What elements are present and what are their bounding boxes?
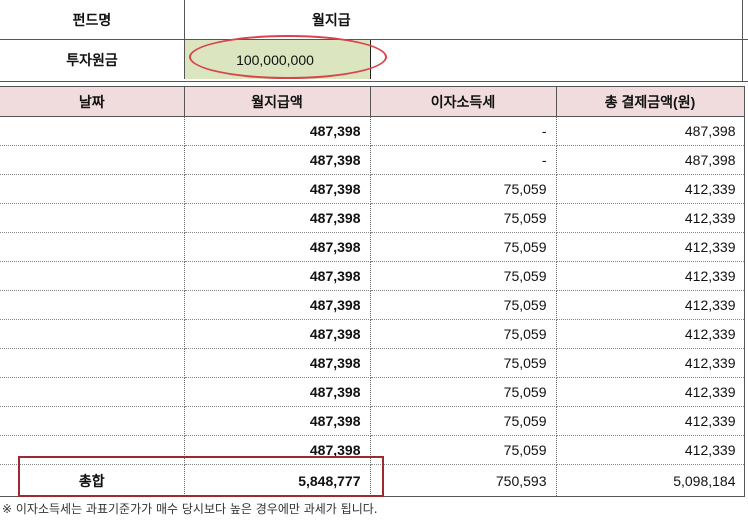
table-header-row: 날짜 월지급액 이자소득세 총 결제금액(원) — [0, 86, 745, 117]
table-row: 487,398 75,059 412,339 — [0, 174, 745, 204]
cell-monthly[interactable]: 487,398 — [184, 174, 371, 204]
totals-total[interactable]: 5,098,184 — [556, 464, 745, 497]
cell-tax[interactable]: 75,059 — [370, 319, 557, 349]
cell-monthly[interactable]: 487,398 — [184, 348, 371, 378]
table-row: 487,398 75,059 412,339 — [0, 348, 745, 378]
table-row: 487,398-487,398 — [0, 116, 745, 146]
cell-date[interactable] — [0, 319, 185, 349]
cell-monthly[interactable]: 487,398 — [184, 319, 371, 349]
cell-total[interactable]: 412,339 — [556, 406, 745, 436]
totals-highlight-box — [18, 456, 384, 497]
fund-name-value[interactable]: 월지급 — [312, 11, 351, 28]
cell-tax[interactable]: 75,059 — [370, 290, 557, 320]
totals-tax[interactable]: 750,593 — [370, 464, 557, 497]
cell-tax[interactable]: - — [370, 116, 557, 146]
cell-total[interactable]: 412,339 — [556, 261, 745, 291]
cell-date[interactable] — [0, 261, 185, 291]
cell-monthly[interactable]: 487,398 — [184, 203, 371, 233]
cell-monthly[interactable]: 487,398 — [184, 145, 371, 175]
cell-date[interactable] — [0, 174, 185, 204]
summary-block: 펀드명 월지급 투자원금 — [0, 0, 748, 82]
summary-right-border — [742, 0, 743, 81]
table-row: 487,398 75,059 412,339 — [0, 203, 745, 233]
cell-date[interactable] — [0, 203, 185, 233]
header-tax: 이자소득세 — [370, 86, 557, 117]
table-row: 487,398 75,059 412,339 — [0, 290, 745, 320]
cell-date[interactable] — [0, 348, 185, 378]
cell-tax[interactable]: 75,059 — [370, 435, 557, 465]
cell-total[interactable]: 412,339 — [556, 232, 745, 262]
investment-label: 투자원금 — [0, 40, 185, 79]
cell-tax[interactable]: 75,059 — [370, 203, 557, 233]
cell-monthly[interactable]: 487,398 — [184, 377, 371, 407]
footnote: ※ 이자소득세는 과표기준가가 매수 당시보다 높은 경우에만 과세가 됩니다. — [2, 502, 378, 516]
table-row: 487,398 75,059 412,339 — [0, 435, 745, 465]
cell-monthly[interactable]: 487,398 — [184, 435, 371, 465]
cell-tax[interactable]: 75,059 — [370, 348, 557, 378]
cell-monthly[interactable]: 487,398 — [184, 232, 371, 262]
cell-tax[interactable]: 75,059 — [370, 406, 557, 436]
cell-monthly[interactable]: 487,398 — [184, 116, 371, 146]
header-date: 날짜 — [0, 86, 185, 117]
table-row: 487,398 75,059 412,339 — [0, 261, 745, 291]
cell-date[interactable] — [0, 290, 185, 320]
cell-monthly[interactable]: 487,398 — [184, 406, 371, 436]
cell-tax[interactable]: 75,059 — [370, 232, 557, 262]
cell-tax[interactable]: 75,059 — [370, 377, 557, 407]
cell-date[interactable] — [0, 377, 185, 407]
cell-monthly[interactable]: 487,398 — [184, 261, 371, 291]
cell-date[interactable] — [0, 116, 185, 146]
cell-total[interactable]: 412,339 — [556, 203, 745, 233]
header-total: 총 결제금액(원) — [556, 86, 745, 117]
fund-name-label: 펀드명 — [0, 0, 185, 39]
payment-table: 날짜 월지급액 이자소득세 총 결제금액(원) 487,398-487,398 4… — [0, 86, 745, 497]
cell-tax[interactable]: - — [370, 145, 557, 175]
table-row: 487,398 75,059 412,339 — [0, 319, 745, 349]
investment-highlight-oval — [189, 35, 387, 79]
cell-total[interactable]: 412,339 — [556, 348, 745, 378]
table-row: 487,398 75,059 412,339 — [0, 377, 745, 407]
cell-date[interactable] — [0, 232, 185, 262]
cell-total[interactable]: 487,398 — [556, 116, 745, 146]
totals-label: 총합 — [0, 464, 185, 497]
cell-tax[interactable]: 75,059 — [370, 261, 557, 291]
table-row: 487,398 75,059 412,339 — [0, 406, 745, 436]
table-row: 487,398 75,059 412,339 — [0, 232, 745, 262]
cell-date[interactable] — [0, 145, 185, 175]
cell-total[interactable]: 412,339 — [556, 174, 745, 204]
cell-date[interactable] — [0, 406, 185, 436]
cell-tax[interactable]: 75,059 — [370, 174, 557, 204]
totals-row: 총합 5,848,777 750,593 5,098,184 — [0, 464, 745, 497]
cell-date[interactable] — [0, 435, 185, 465]
cell-monthly[interactable]: 487,398 — [184, 290, 371, 320]
cell-total[interactable]: 412,339 — [556, 290, 745, 320]
cell-total[interactable]: 412,339 — [556, 319, 745, 349]
fund-name-row: 펀드명 월지급 — [0, 0, 748, 40]
table-row: 487,398-487,398 — [0, 145, 745, 175]
header-monthly: 월지급액 — [184, 86, 371, 117]
cell-total[interactable]: 412,339 — [556, 435, 745, 465]
cell-total[interactable]: 487,398 — [556, 145, 745, 175]
cell-total[interactable]: 412,339 — [556, 377, 745, 407]
